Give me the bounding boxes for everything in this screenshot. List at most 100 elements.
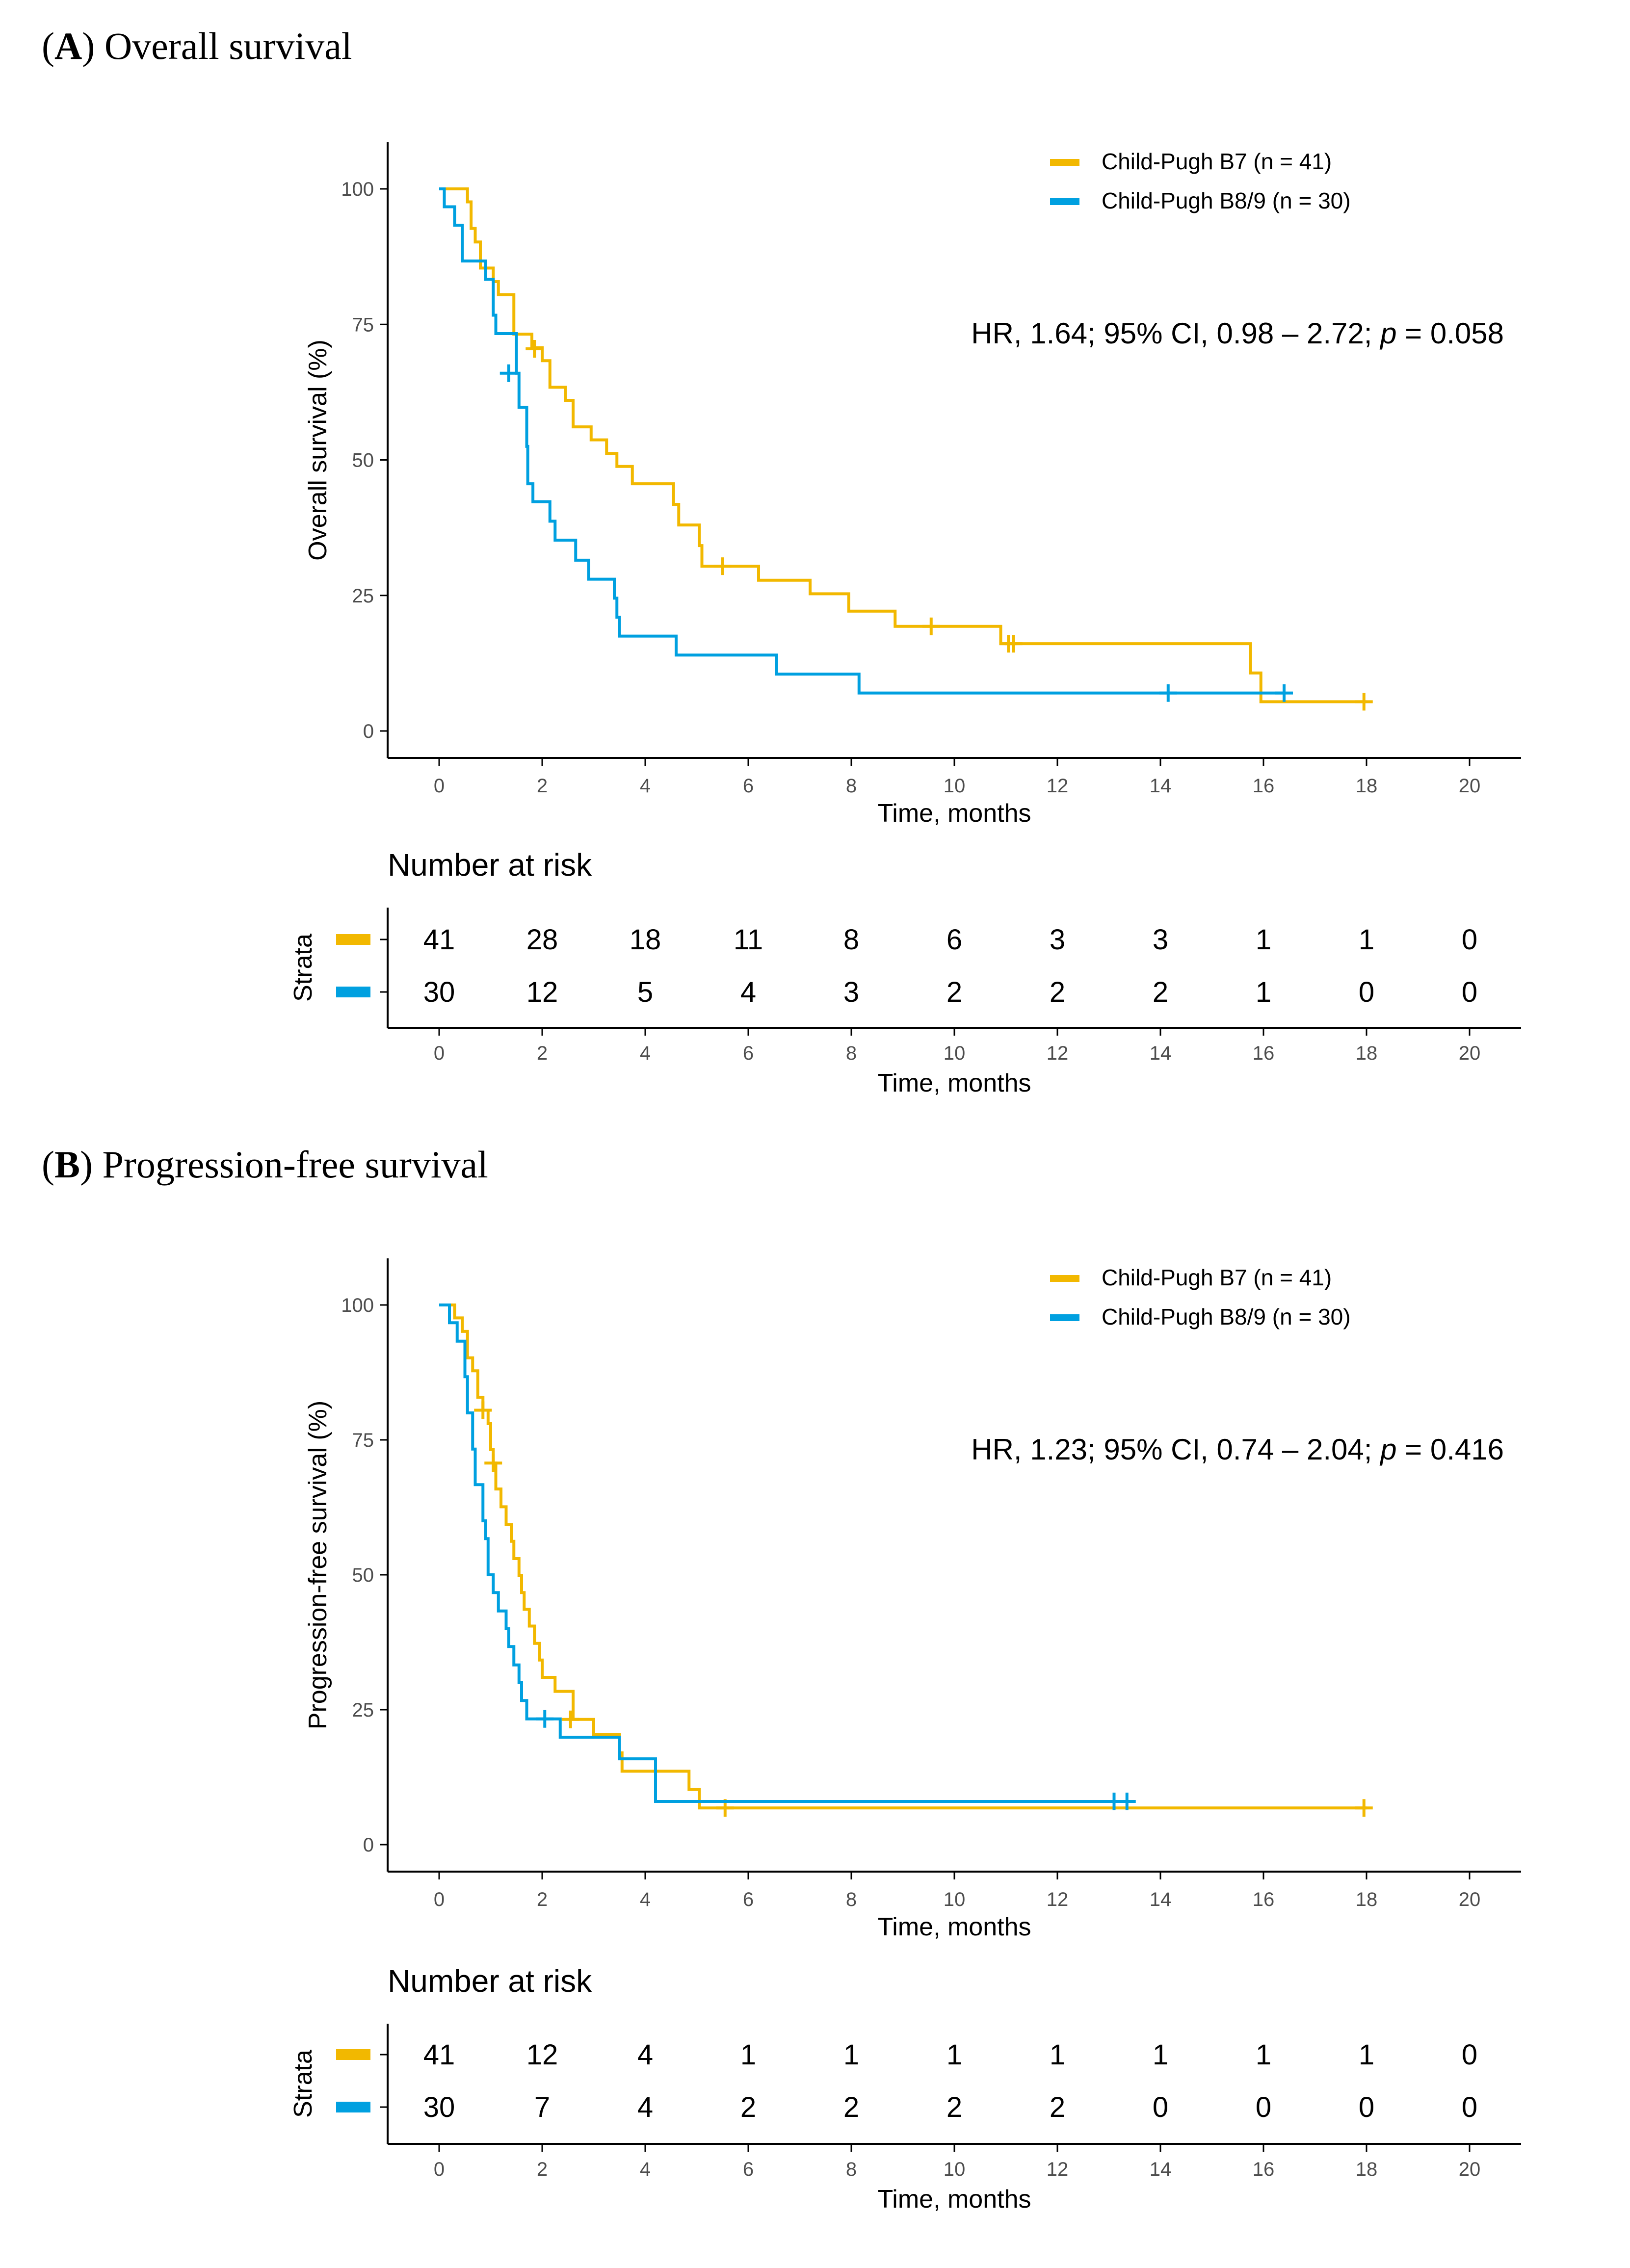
legend-label: Child-Pugh B8/9 (n = 30)	[1102, 1304, 1351, 1330]
hr-annotation: HR, 1.64; 95% CI, 0.98 – 2.72; p = 0.058	[971, 317, 1504, 350]
risk-count: 1	[1256, 2039, 1271, 2071]
risk-count: 28	[526, 924, 558, 956]
risk-x-tick-label: 14	[1150, 2159, 1172, 2180]
panel-title-text: Overall survival	[105, 25, 352, 67]
censor-mark-b89	[536, 1710, 554, 1728]
risk-x-tick-label: 10	[944, 2159, 966, 2180]
p-symbol: p	[1379, 1433, 1396, 1466]
x-tick-label: 16	[1253, 775, 1275, 797]
y-tick-label: 0	[363, 721, 374, 742]
risk-count: 41	[423, 924, 455, 956]
risk-x-tick-label: 14	[1150, 1043, 1172, 1064]
x-tick-label: 8	[846, 775, 857, 797]
hr-text: HR, 1.64; 95% CI, 0.98 – 2.72;	[971, 317, 1380, 350]
risk-x-tick-label: 2	[537, 2159, 548, 2180]
risk-count: 0	[1153, 2091, 1168, 2123]
x-tick-label: 0	[434, 1889, 445, 1910]
p-value: = 0.058	[1396, 317, 1504, 350]
y-tick-label: 50	[352, 1564, 374, 1586]
risk-x-tick-label: 4	[640, 2159, 651, 2180]
risk-count: 1	[1153, 2039, 1168, 2071]
panel-letter: B	[54, 1143, 80, 1186]
x-tick-label: 18	[1356, 1889, 1378, 1910]
x-tick-label: 14	[1150, 1889, 1172, 1910]
x-tick-label: 4	[640, 1889, 651, 1910]
risk-count: 2	[1050, 2091, 1065, 2123]
survival-curve-b7	[439, 1303, 1367, 1810]
x-tick-label: 18	[1356, 775, 1378, 797]
strata-label: Strata	[289, 934, 317, 1002]
panel-letter: A	[54, 25, 82, 67]
risk-count: 12	[526, 976, 558, 1008]
risk-x-tick-label: 18	[1356, 2159, 1378, 2180]
risk-count: 1	[1359, 924, 1374, 956]
risk-x-tick-label: 0	[434, 1043, 445, 1064]
censor-mark-b7	[713, 557, 732, 575]
risk-count: 30	[423, 2091, 455, 2123]
risk-count: 3	[1050, 924, 1065, 956]
risk-count: 3	[1153, 924, 1168, 956]
x-tick-label: 0	[434, 775, 445, 797]
risk-count: 12	[526, 2039, 558, 2071]
risk-count: 2	[843, 2091, 859, 2123]
survival-curve-b89	[439, 1303, 1130, 1803]
risk-count: 0	[1256, 2091, 1271, 2123]
risk-x-tick-label: 20	[1459, 1043, 1481, 1064]
censor-mark-b7	[561, 1710, 579, 1728]
y-tick-label: 25	[352, 1699, 374, 1721]
risk-x-axis-title: Time, months	[877, 2185, 1031, 2214]
censor-mark-b7	[474, 1401, 492, 1419]
risk-x-tick-label: 12	[1047, 1043, 1069, 1064]
risk-x-tick-label: 0	[434, 2159, 445, 2180]
y-tick-label: 50	[352, 450, 374, 471]
p-value: = 0.416	[1396, 1433, 1504, 1466]
y-axis-title: Overall survival (%)	[304, 339, 332, 561]
risk-count: 4	[637, 2039, 653, 2071]
panel-title-paren-open: (	[42, 25, 54, 67]
risk-count: 7	[534, 2091, 550, 2123]
x-tick-label: 2	[537, 1889, 548, 1910]
x-tick-label: 14	[1150, 775, 1172, 797]
x-tick-label: 6	[743, 1889, 754, 1910]
y-tick-label: 0	[363, 1834, 374, 1856]
risk-x-tick-label: 6	[743, 1043, 754, 1064]
censor-mark-b7	[1355, 693, 1373, 711]
p-symbol: p	[1379, 317, 1396, 350]
risk-count: 2	[1050, 976, 1065, 1008]
x-tick-label: 6	[743, 775, 754, 797]
legend-label: Child-Pugh B7 (n = 41)	[1102, 149, 1332, 174]
panel-title: (B) Progression-free survival	[42, 1143, 488, 1186]
panel-title-paren-close: )	[82, 25, 104, 67]
x-axis-title: Time, months	[877, 799, 1031, 828]
panel-b: (B) Progression-free survival02550751000…	[42, 1143, 1521, 2214]
risk-x-tick-label: 4	[640, 1043, 651, 1064]
risk-x-axis-title: Time, months	[877, 1069, 1031, 1097]
y-tick-label: 75	[352, 1430, 374, 1451]
risk-count: 0	[1462, 2039, 1477, 2071]
y-tick-label: 25	[352, 585, 374, 607]
y-tick-label: 75	[352, 314, 374, 336]
x-tick-label: 12	[1047, 1889, 1069, 1910]
x-tick-label: 10	[944, 775, 966, 797]
risk-count: 0	[1359, 976, 1374, 1008]
x-tick-label: 16	[1253, 1889, 1275, 1910]
risk-x-tick-label: 16	[1253, 2159, 1275, 2180]
risk-count: 1	[946, 2039, 962, 2071]
risk-count: 2	[946, 976, 962, 1008]
risk-x-tick-label: 18	[1356, 1043, 1378, 1064]
risk-count: 2	[740, 2091, 756, 2123]
risk-count: 1	[843, 2039, 859, 2071]
censor-mark-b7	[526, 339, 544, 358]
risk-count: 4	[740, 976, 756, 1008]
risk-count: 11	[734, 924, 763, 956]
panel-title-paren-close: )	[80, 1143, 102, 1186]
x-tick-label: 12	[1047, 775, 1069, 797]
survival-curve-b7	[439, 187, 1367, 704]
risk-x-tick-label: 12	[1047, 2159, 1069, 2180]
x-tick-label: 4	[640, 775, 651, 797]
risk-x-tick-label: 16	[1253, 1043, 1275, 1064]
censor-mark-b89	[1118, 1793, 1136, 1810]
risk-table-title: Number at risk	[388, 1963, 592, 1999]
x-axis-title: Time, months	[877, 1913, 1031, 1941]
